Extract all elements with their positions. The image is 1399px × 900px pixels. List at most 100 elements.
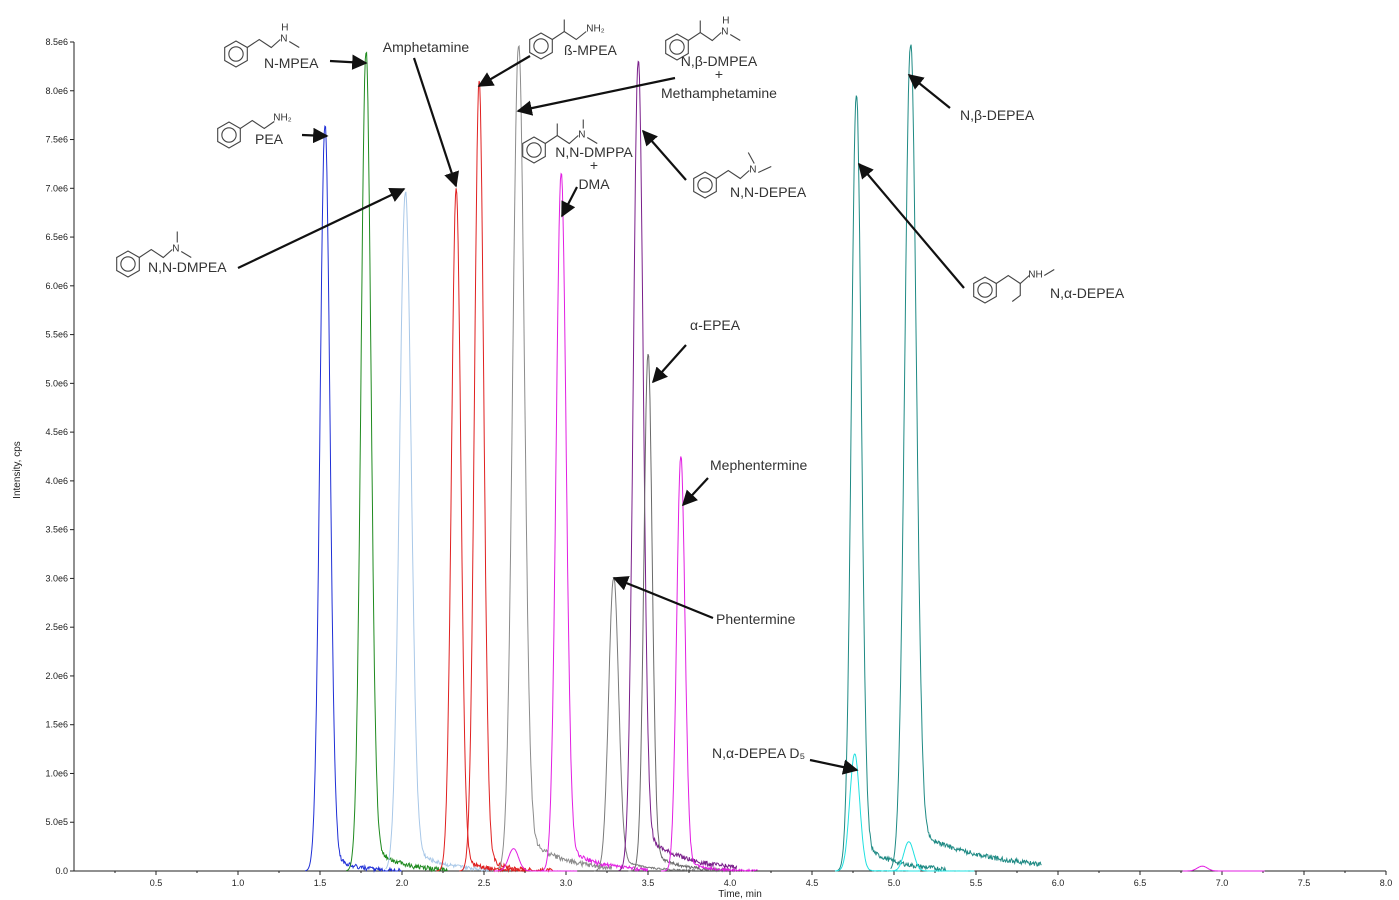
x-tick-label: 2.5 xyxy=(478,878,491,888)
x-tick-label: 1.0 xyxy=(232,878,245,888)
annotation-arrow xyxy=(561,186,578,218)
y-tick-label: 6.5e6 xyxy=(45,232,68,242)
x-tick-label: 5.0 xyxy=(888,878,901,888)
x-tick-label: 0.5 xyxy=(150,878,163,888)
peak-label-nadepea: N,α-DEPEA xyxy=(1050,285,1125,301)
y-tick-label: 0.0 xyxy=(55,866,68,876)
y-tick-label: 7.5e6 xyxy=(45,135,68,145)
y-tick-label: 8.5e6 xyxy=(45,37,68,47)
annotation-arrow xyxy=(301,127,329,144)
annotation-arrows xyxy=(237,54,965,775)
annotation-arrow xyxy=(612,576,714,620)
peak-label-nbdmpea: Methamphetamine xyxy=(661,85,777,101)
peak-label-aepea: α-EPEA xyxy=(690,317,741,333)
svg-text:N: N xyxy=(749,165,756,176)
x-tick-label: 4.0 xyxy=(724,878,737,888)
svg-text:N: N xyxy=(578,130,585,141)
svg-text:H: H xyxy=(722,16,729,27)
x-tick-label: 2.0 xyxy=(396,878,409,888)
annotation-arrow xyxy=(907,74,951,109)
peak-label-nndmppa: + xyxy=(590,157,598,173)
y-tick-label: 3.0e6 xyxy=(45,573,68,583)
x-tick-label: 5.5 xyxy=(970,878,983,888)
peak-trace xyxy=(1182,865,1265,872)
annotation-arrow xyxy=(858,162,965,289)
x-tick-label: 1.5 xyxy=(314,878,327,888)
structure-bmpea: NH₂ xyxy=(529,19,605,60)
y-tick-label: 2.5e6 xyxy=(45,622,68,632)
y-tick-label: 6.0e6 xyxy=(45,281,68,291)
x-tick-label: 7.0 xyxy=(1216,878,1229,888)
peak-trace xyxy=(305,125,402,873)
annotation-arrow xyxy=(237,188,406,269)
x-tick-label: 8.0 xyxy=(1380,878,1393,888)
x-tick-label: 4.5 xyxy=(806,878,819,888)
y-tick-label: 4.0e6 xyxy=(45,476,68,486)
peak-label-pea: PEA xyxy=(255,131,284,147)
y-tick-label: 8.0e6 xyxy=(45,86,68,96)
peak-trace xyxy=(385,191,493,873)
y-tick-label: 1.5e6 xyxy=(45,720,68,730)
y-tick-label: 1.0e6 xyxy=(45,768,68,778)
peak-label-nbdmpea: N,β-DMPEA xyxy=(681,53,758,69)
peak-trace xyxy=(834,753,921,872)
annotation-arrow xyxy=(412,57,459,188)
peak-trace xyxy=(493,848,578,872)
y-tick-label: 4.5e6 xyxy=(45,427,68,437)
svg-text:N: N xyxy=(172,244,179,255)
svg-text:NH₂: NH₂ xyxy=(586,24,604,35)
svg-text:N: N xyxy=(280,34,287,45)
peak-label-nndmpea: N,N-DMPEA xyxy=(148,259,227,275)
peak-label-nndepea: N,N-DEPEA xyxy=(730,184,807,200)
annotation-arrow xyxy=(809,758,859,775)
peak-label-amph: Amphetamine xyxy=(383,39,470,55)
peak-label-phen: Phentermine xyxy=(716,611,796,627)
peak-trace xyxy=(593,577,695,872)
structure-nndmppa: N xyxy=(522,119,598,164)
y-tick-label: 5.5e6 xyxy=(45,330,68,340)
peak-label-bmpea: ß-MPEA xyxy=(564,42,618,58)
annotation-arrow xyxy=(516,76,676,116)
peak-label-nbdmpea: + xyxy=(715,66,723,82)
annotation-arrow xyxy=(477,55,531,87)
peak-trace xyxy=(661,456,758,873)
annotation-arrow xyxy=(651,344,687,384)
peak-trace xyxy=(436,188,531,873)
structure-nmpea: NH xyxy=(224,23,300,68)
peak-label-nndmppa: N,N-DMPPA xyxy=(555,144,633,160)
svg-text:N: N xyxy=(721,27,728,38)
peak-trace xyxy=(459,80,553,873)
annotation-arrow xyxy=(329,54,368,70)
annotation-arrow xyxy=(681,477,709,507)
structure-nndmpea: N xyxy=(116,231,192,278)
peak-label-nmpea: N-MPEA xyxy=(264,55,319,71)
chromatogram-traces xyxy=(305,44,1265,873)
peak-trace xyxy=(836,95,947,873)
x-tick-label: 7.5 xyxy=(1298,878,1311,888)
axes: 0.5 1.0 1.5 2.0 2.5 3.0 3.5 4.0 4.5 5.0 5.5 6.0 6.5 7… xyxy=(45,37,1392,888)
y-tick-label: 5.0e6 xyxy=(45,378,68,388)
x-tick-label: 3.0 xyxy=(560,878,573,888)
svg-text:NH: NH xyxy=(1028,270,1042,281)
peak-trace xyxy=(541,172,649,873)
peak-trace xyxy=(618,60,738,872)
peak-label-nbdepea: N,β-DEPEA xyxy=(960,107,1035,123)
peak-label-nndmppa: DMA xyxy=(578,176,610,192)
x-axis-label: Time, min xyxy=(718,889,762,900)
x-tick-label: 3.5 xyxy=(642,878,655,888)
peak-trace xyxy=(628,353,731,873)
peak-trace xyxy=(498,44,613,871)
x-tick-label: 6.5 xyxy=(1134,878,1147,888)
svg-text:H: H xyxy=(281,23,288,34)
structure-nadepea: NH xyxy=(973,269,1055,304)
y-tick-label: 5.0e5 xyxy=(45,817,68,827)
peak-trace xyxy=(346,51,448,873)
peak-label-meph: Mephentermine xyxy=(710,457,807,473)
structure-nbdmpea: NH xyxy=(665,16,741,61)
peak-trace xyxy=(889,841,975,872)
y-tick-label: 7.0e6 xyxy=(45,183,68,193)
y-tick-label: 2.0e6 xyxy=(45,671,68,681)
y-axis-label: Intensity, cps xyxy=(12,441,23,499)
